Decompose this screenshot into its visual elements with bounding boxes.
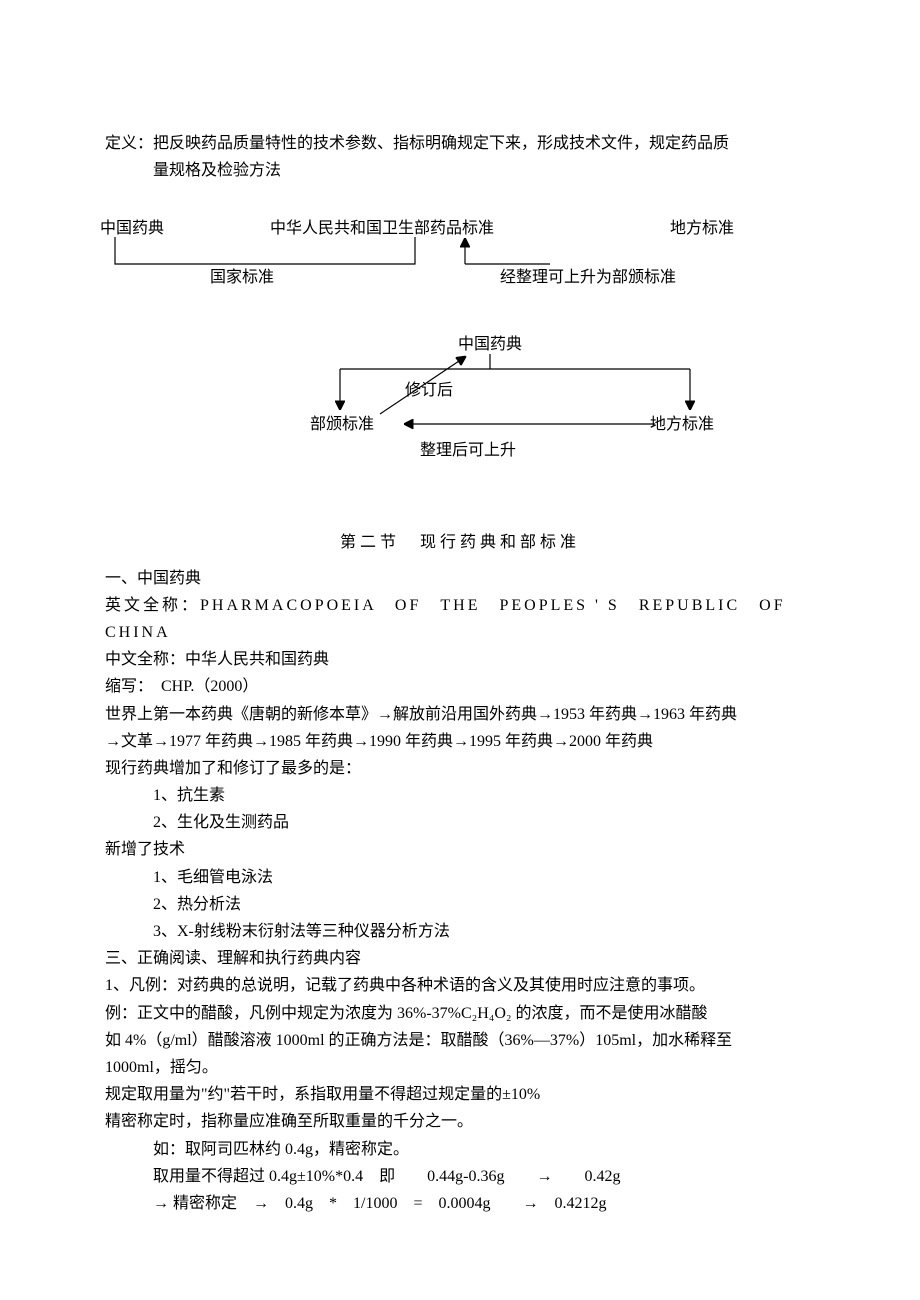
- section2-title: 第二节 现行药典和部标准: [105, 529, 815, 556]
- definition-block: 定义：把反映药品质量特性的技术参数、指标明确规定下来，形成技术文件，规定药品质 …: [105, 130, 815, 184]
- calc-line-2: 取用量不得超过 0.4g±10%*0.4 即 0.44g-0.36g → 0.4…: [105, 1163, 815, 1190]
- example-line-1: 例：正文中的醋酸，凡例中规定为浓度为 36%-37%C₂H₄O₂ 的浓度，而不是…: [105, 1000, 815, 1027]
- cn-full-name: 中文全称：中华人民共和国药典: [105, 646, 815, 673]
- d2-dept-standard: 部颁标准: [310, 411, 374, 438]
- rule-line-1: 规定取用量为"约"若干时，系指取用量不得超过规定量的±10%: [105, 1081, 815, 1108]
- abbrev-line: 缩写： CHP.（2000）: [105, 673, 815, 700]
- newtech-intro: 新增了技术: [105, 836, 815, 863]
- heading-3: 三、正确阅读、理解和执行药典内容: [105, 945, 815, 972]
- heading-1: 一、中国药典: [105, 565, 815, 592]
- d2-after-revision: 修订后: [405, 377, 453, 404]
- rule-line-2: 精密称定时，指称量应准确至所取重量的千分之一。: [105, 1108, 815, 1135]
- d1-cn-pharmacopoeia: 中国药典: [100, 215, 164, 242]
- example-line-3: 1000ml，摇匀。: [105, 1054, 815, 1081]
- changed-item-2: 2、生化及生测药品: [105, 809, 815, 836]
- diagram-standards-hierarchy-2: 中国药典 修订后 部颁标准 地方标准 整理后可上升: [110, 329, 810, 479]
- newtech-item-2: 2、热分析法: [105, 891, 815, 918]
- calc-line-3: → 精密称定 → 0.4g * 1/1000 = 0.0004g → 0.421…: [105, 1190, 815, 1217]
- d1-local-standard: 地方标准: [670, 215, 734, 242]
- d2-local-standard: 地方标准: [650, 411, 714, 438]
- history-line-2: →文革→1977 年药典→1985 年药典→1990 年药典→1995 年药典→…: [105, 728, 815, 755]
- d1-upgrade-note: 经整理可上升为部颁标准: [500, 264, 676, 291]
- newtech-item-3: 3、X-射线粉末衍射法等三种仪器分析方法: [105, 918, 815, 945]
- diagram-standards-hierarchy-1: 中国药典 中华人民共和国卫生部药品标准 地方标准 国家标准 经整理可上升为部颁标…: [110, 209, 810, 299]
- calc-line-1: 如：取阿司匹林约 0.4g，精密称定。: [105, 1136, 815, 1163]
- d1-national-standard: 国家标准: [210, 264, 274, 291]
- changed-intro: 现行药典增加了和修订了最多的是：: [105, 755, 815, 782]
- definition-line2: 量规格及检验方法: [105, 157, 815, 184]
- d1-mwh-standard: 中华人民共和国卫生部药品标准: [270, 215, 494, 242]
- d2-cn-pharmacopoeia: 中国药典: [458, 331, 522, 358]
- history-line-1: 世界上第一本药典《唐朝的新修本草》→解放前沿用国外药典→1953 年药典→196…: [105, 701, 815, 728]
- example-line-2: 如 4%（g/ml）醋酸溶液 1000ml 的正确方法是：取醋酸（36%—37%…: [105, 1027, 815, 1054]
- definition-line1: 定义：把反映药品质量特性的技术参数、指标明确规定下来，形成技术文件，规定药品质: [105, 130, 815, 157]
- fanli-line-1: 1、凡例：对药典的总说明，记载了药典中各种术语的含义及其使用时应注意的事项。: [105, 972, 815, 999]
- newtech-item-1: 1、毛细管电泳法: [105, 864, 815, 891]
- d2-upgrade-after-arrange: 整理后可上升: [420, 437, 516, 464]
- en-full-name: 英文全称：PHARMACOPOEIA OF THE PEOPLES ' S RE…: [105, 592, 815, 646]
- changed-item-1: 1、抗生素: [105, 782, 815, 809]
